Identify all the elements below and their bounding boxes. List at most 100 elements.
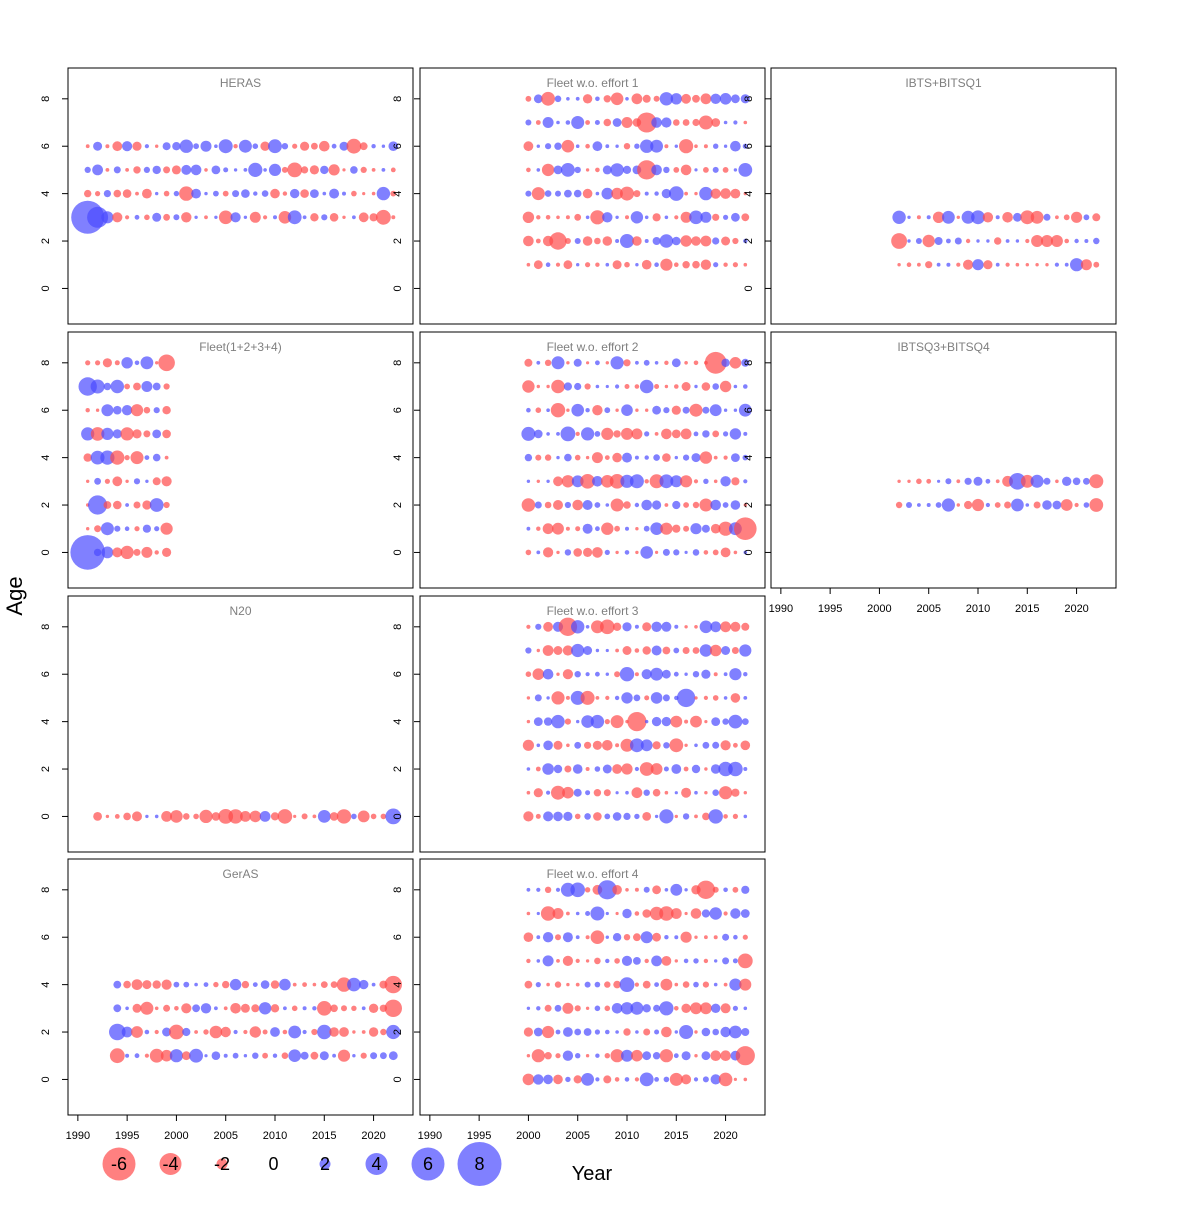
residual-bubble bbox=[232, 190, 240, 198]
residual-bubble bbox=[555, 887, 561, 892]
residual-bubble bbox=[288, 1049, 302, 1062]
residual-bubble bbox=[542, 117, 554, 128]
residual-bubble bbox=[637, 160, 657, 180]
residual-bubble bbox=[741, 213, 750, 222]
residual-bubble bbox=[574, 1005, 581, 1012]
panel-title: Fleet w.o. effort 2 bbox=[547, 340, 639, 354]
residual-bubble bbox=[699, 498, 713, 512]
residual-bubble bbox=[895, 501, 903, 509]
residual-bubble bbox=[703, 958, 709, 964]
residual-bubble bbox=[564, 718, 572, 725]
residual-bubble bbox=[655, 550, 659, 555]
residual-bubble bbox=[125, 503, 129, 507]
residual-bubble bbox=[721, 358, 730, 367]
residual-bubble bbox=[561, 163, 575, 177]
residual-bubble bbox=[738, 403, 752, 417]
residual-bubble bbox=[603, 118, 612, 127]
residual-bubble bbox=[545, 143, 552, 150]
residual-bubble bbox=[730, 908, 741, 919]
residual-bubble bbox=[733, 408, 738, 412]
x-tick-label: 2005 bbox=[565, 1130, 589, 1142]
residual-bubble bbox=[161, 811, 173, 822]
residual-bubble bbox=[612, 622, 622, 631]
residual-bubble bbox=[1054, 262, 1059, 267]
residual-bubble bbox=[93, 141, 103, 151]
residual-bubble bbox=[897, 263, 901, 267]
residual-bubble bbox=[593, 789, 602, 797]
residual-bubble bbox=[623, 1028, 631, 1036]
residual-bubble bbox=[162, 1027, 172, 1037]
residual-bubble bbox=[712, 549, 719, 556]
residual-bubble bbox=[1005, 262, 1010, 267]
residual-bubble bbox=[554, 95, 562, 103]
residual-bubble bbox=[525, 549, 532, 556]
residual-bubble bbox=[743, 191, 747, 196]
residual-bubble bbox=[661, 621, 672, 632]
residual-bubble bbox=[721, 646, 731, 655]
residual-bubble bbox=[544, 1052, 552, 1060]
residual-bubble bbox=[645, 408, 649, 412]
residual-bubble bbox=[571, 403, 584, 417]
residual-bubble bbox=[604, 455, 610, 460]
residual-bubble bbox=[634, 887, 639, 892]
residual-bubble bbox=[113, 980, 122, 989]
residual-bubble bbox=[956, 479, 961, 484]
residual-bubble bbox=[917, 503, 921, 507]
residual-bubble bbox=[652, 932, 661, 942]
residual-bubble bbox=[732, 958, 738, 964]
residual-bubble bbox=[531, 1049, 545, 1063]
residual-bubble bbox=[676, 688, 696, 708]
residual-bubble bbox=[581, 1073, 594, 1086]
residual-bubble bbox=[336, 977, 352, 992]
residual-bubble bbox=[682, 261, 690, 269]
residual-bubble bbox=[640, 739, 653, 752]
residual-bubble bbox=[249, 1026, 261, 1038]
residual-bubble bbox=[585, 959, 590, 963]
residual-bubble bbox=[664, 888, 669, 892]
y-tick-label: 2 bbox=[40, 1029, 52, 1035]
residual-bubble bbox=[994, 502, 1001, 508]
residual-bubble bbox=[659, 906, 674, 921]
residual-bubble bbox=[654, 1077, 659, 1082]
y-tick-label: 4 bbox=[392, 455, 404, 461]
residual-bubble bbox=[650, 763, 663, 775]
residual-bubble bbox=[682, 119, 690, 126]
residual-bubble bbox=[621, 404, 633, 417]
residual-bubble bbox=[585, 408, 590, 413]
residual-bubble bbox=[562, 786, 574, 799]
residual-bubble bbox=[544, 359, 552, 366]
residual-bubble bbox=[1064, 238, 1069, 244]
residual-bubble bbox=[143, 166, 150, 173]
residual-bubble bbox=[604, 981, 611, 988]
residual-bubble bbox=[681, 1051, 691, 1061]
y-tick-label: 4 bbox=[743, 455, 755, 461]
residual-bubble bbox=[143, 406, 151, 414]
residual-bubble bbox=[523, 235, 534, 247]
residual-bubble bbox=[642, 980, 651, 989]
residual-bubble bbox=[93, 548, 102, 557]
residual-bubble bbox=[661, 188, 672, 199]
residual-bubble bbox=[634, 143, 640, 149]
panel: HERAS 0 2 4 6 8 bbox=[40, 67, 414, 325]
residual-bubble bbox=[731, 453, 740, 462]
residual-bubble bbox=[371, 168, 376, 172]
legend-label: 8 bbox=[474, 1154, 484, 1174]
residual-bubble bbox=[709, 404, 722, 417]
residual-bubble bbox=[70, 535, 105, 570]
residual-bubble bbox=[342, 191, 346, 196]
x-tick-label: 2015 bbox=[312, 1130, 336, 1142]
residual-bubble bbox=[985, 478, 991, 484]
residual-bubble bbox=[669, 1072, 683, 1086]
residual-bubble bbox=[1089, 498, 1104, 512]
residual-bubble bbox=[233, 144, 238, 149]
residual-bubble bbox=[105, 144, 110, 149]
residual-bubble bbox=[1020, 210, 1035, 225]
residual-bubble bbox=[181, 1051, 191, 1061]
residual-bubble bbox=[731, 212, 740, 222]
residual-bubble bbox=[935, 502, 942, 508]
residual-bubble bbox=[585, 911, 591, 916]
residual-bubble bbox=[300, 141, 310, 151]
residual-bubble bbox=[906, 262, 912, 268]
residual-bubble bbox=[713, 262, 719, 268]
residual-bubble bbox=[644, 215, 649, 220]
